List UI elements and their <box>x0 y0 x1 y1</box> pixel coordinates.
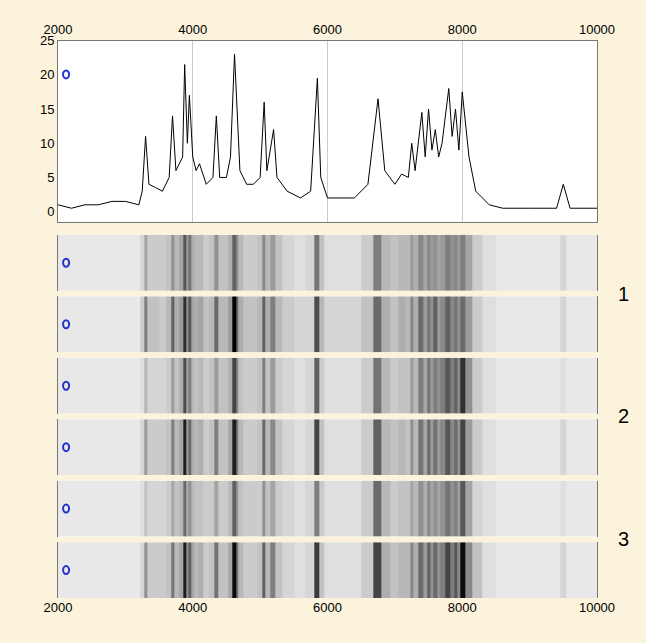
svg-text:0: 0 <box>47 204 54 219</box>
svg-text:10000: 10000 <box>579 600 615 615</box>
svg-text:20: 20 <box>40 67 54 82</box>
svg-text:15: 15 <box>40 102 54 117</box>
svg-text:6000: 6000 <box>313 600 342 615</box>
svg-text:8000: 8000 <box>448 22 477 37</box>
svg-text:10000: 10000 <box>579 22 615 37</box>
svg-text:2: 2 <box>618 405 629 427</box>
svg-text:5: 5 <box>47 170 54 185</box>
svg-text:2000: 2000 <box>44 22 73 37</box>
svg-text:10: 10 <box>40 136 54 151</box>
svg-text:4000: 4000 <box>178 22 207 37</box>
svg-text:4000: 4000 <box>178 600 207 615</box>
svg-text:25: 25 <box>40 33 54 48</box>
svg-text:2000: 2000 <box>44 600 73 615</box>
svg-text:8000: 8000 <box>448 600 477 615</box>
svg-text:3: 3 <box>618 528 629 550</box>
svg-text:6000: 6000 <box>313 22 342 37</box>
svg-text:1: 1 <box>618 283 629 305</box>
